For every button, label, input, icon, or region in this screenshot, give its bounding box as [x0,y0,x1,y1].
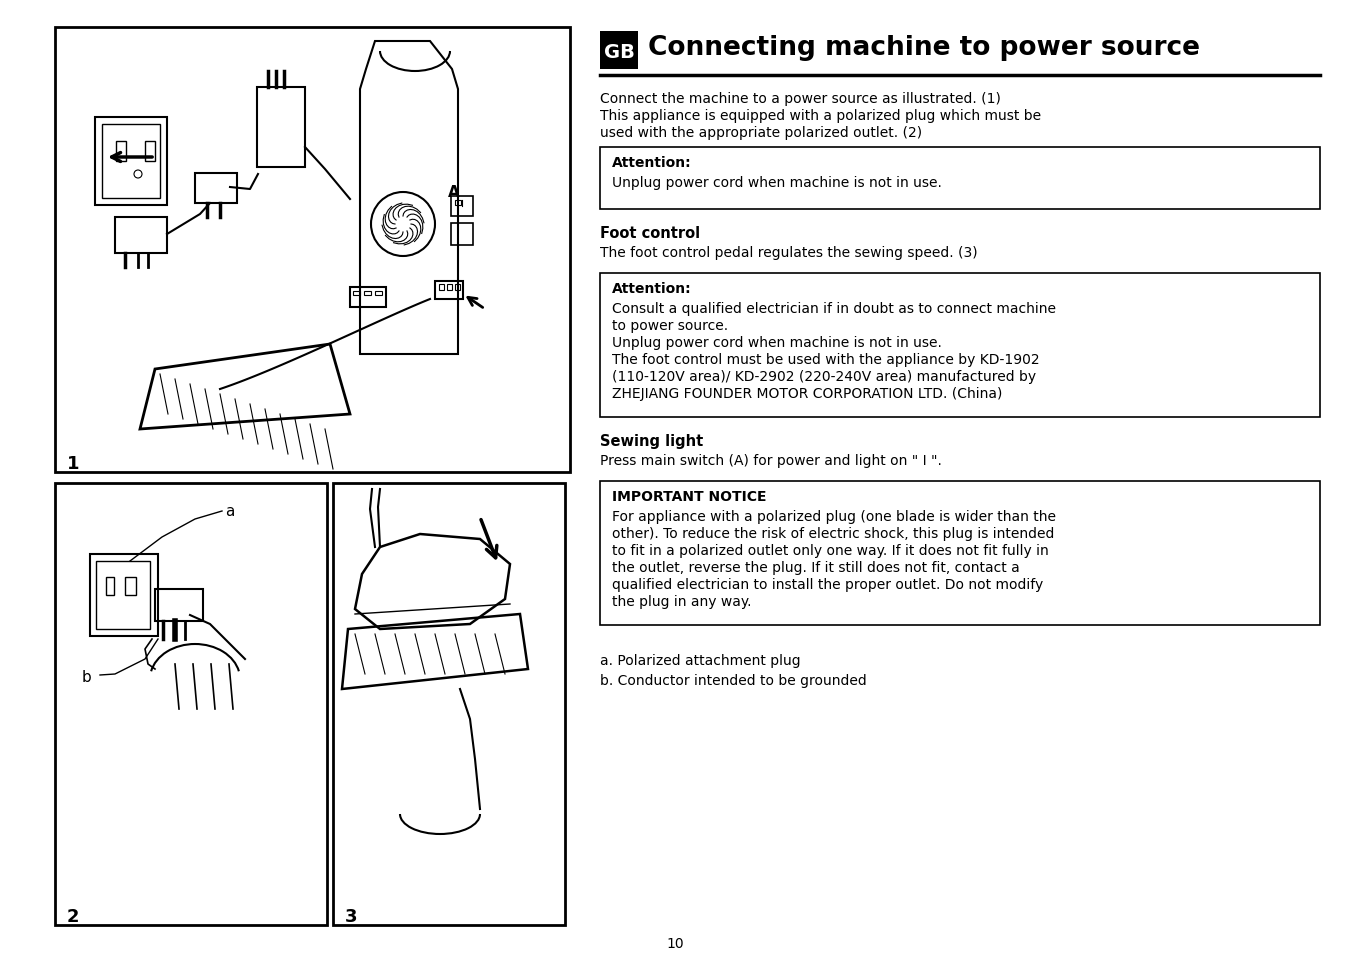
Bar [145,142,155,162]
Bar [116,142,126,162]
Text: 10: 10 [666,936,684,950]
Bar [600,481,1320,625]
Text: This appliance is equipped with a polarized plug which must be: This appliance is equipped with a polari… [600,109,1042,123]
Bar [435,282,463,299]
Bar [95,118,168,206]
Bar [447,285,453,291]
Bar [451,224,473,246]
Bar [600,32,638,70]
Bar [439,285,444,291]
Bar [55,28,570,473]
Text: to power source.: to power source. [612,318,728,333]
Text: to fit in a polarized outlet only one way. If it does not fit fully in: to fit in a polarized outlet only one wa… [612,543,1048,558]
Text: Attention:: Attention: [612,282,692,295]
Text: Connect the machine to a power source as illustrated. (1): Connect the machine to a power source as… [600,91,1001,106]
Text: The foot control must be used with the appliance by KD-1902: The foot control must be used with the a… [612,353,1040,367]
Bar [353,292,359,295]
Text: Attention:: Attention: [612,156,692,170]
Bar [257,88,305,168]
Bar [91,555,158,637]
Text: IMPORTANT NOTICE: IMPORTANT NOTICE [612,490,766,503]
Text: 2: 2 [68,907,80,925]
Bar [332,483,565,925]
Text: Unplug power cord when machine is not in use.: Unplug power cord when machine is not in… [612,175,942,190]
Text: A: A [449,185,459,200]
Text: The foot control pedal regulates the sewing speed. (3): The foot control pedal regulates the sew… [600,246,978,260]
Text: Unplug power cord when machine is not in use.: Unplug power cord when machine is not in… [612,335,942,350]
Text: GB: GB [604,43,635,61]
Text: Foot control: Foot control [600,226,700,241]
Bar [96,561,150,629]
Text: Consult a qualified electrician if in doubt as to connect machine: Consult a qualified electrician if in do… [612,302,1056,315]
Text: Press main switch (A) for power and light on " I ".: Press main switch (A) for power and ligh… [600,454,942,468]
Bar [455,285,459,291]
Text: Sewing light: Sewing light [600,434,704,449]
Text: a. Polarized attachment plug: a. Polarized attachment plug [600,654,801,667]
Bar [55,483,327,925]
Bar [363,292,372,295]
Bar [115,218,168,253]
Text: Connecting machine to power source: Connecting machine to power source [648,35,1200,61]
Text: b. Conductor intended to be grounded: b. Conductor intended to be grounded [600,673,867,687]
Text: ZHEJIANG FOUNDER MOTOR CORPORATION LTD. (China): ZHEJIANG FOUNDER MOTOR CORPORATION LTD. … [612,387,1002,400]
Bar [451,196,473,216]
Bar [105,578,113,596]
Bar [376,292,382,295]
Bar [350,288,386,308]
Text: 3: 3 [345,907,358,925]
Bar [600,148,1320,210]
Bar [600,274,1320,417]
Text: the plug in any way.: the plug in any way. [612,595,751,608]
Text: the outlet, reverse the plug. If it still does not fit, contact a: the outlet, reverse the plug. If it stil… [612,560,1020,575]
Text: 1: 1 [68,455,80,473]
Text: other). To reduce the risk of electric shock, this plug is intended: other). To reduce the risk of electric s… [612,526,1054,540]
Text: For appliance with a polarized plug (one blade is wider than the: For appliance with a polarized plug (one… [612,510,1056,523]
Text: (110-120V area)/ KD-2902 (220-240V area) manufactured by: (110-120V area)/ KD-2902 (220-240V area)… [612,370,1036,384]
Bar [101,125,159,199]
Bar [155,589,203,621]
Bar [195,173,236,204]
Text: a: a [226,503,234,518]
Text: qualified electrician to install the proper outlet. Do not modify: qualified electrician to install the pro… [612,578,1043,592]
Text: b: b [82,669,92,684]
Bar [455,201,461,206]
Text: used with the appropriate polarized outlet. (2): used with the appropriate polarized outl… [600,126,923,140]
Bar [126,578,136,596]
